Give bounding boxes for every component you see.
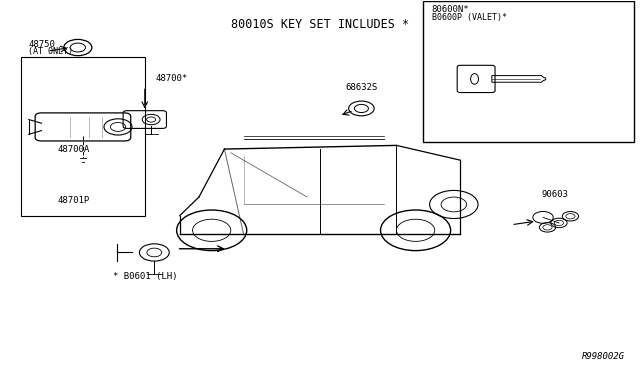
Text: 48700A: 48700A — [58, 145, 90, 154]
Text: 80010S KEY SET INCLUDES *: 80010S KEY SET INCLUDES * — [231, 18, 409, 31]
Bar — [423, 1, 634, 142]
Text: R998002G: R998002G — [582, 352, 625, 361]
Text: 48750: 48750 — [28, 40, 55, 49]
Text: (AT ONLY): (AT ONLY) — [28, 47, 73, 56]
Text: * B0601 (LH): * B0601 (LH) — [113, 272, 177, 281]
Text: B0600P (VALET)*: B0600P (VALET)* — [431, 13, 506, 22]
Bar — [20, 57, 145, 215]
Text: 48700*: 48700* — [156, 74, 188, 83]
Text: 68632S: 68632S — [346, 83, 378, 92]
Text: 48701P: 48701P — [58, 196, 90, 205]
Text: 90603: 90603 — [541, 190, 568, 199]
Text: 80600N*: 80600N* — [431, 5, 469, 14]
